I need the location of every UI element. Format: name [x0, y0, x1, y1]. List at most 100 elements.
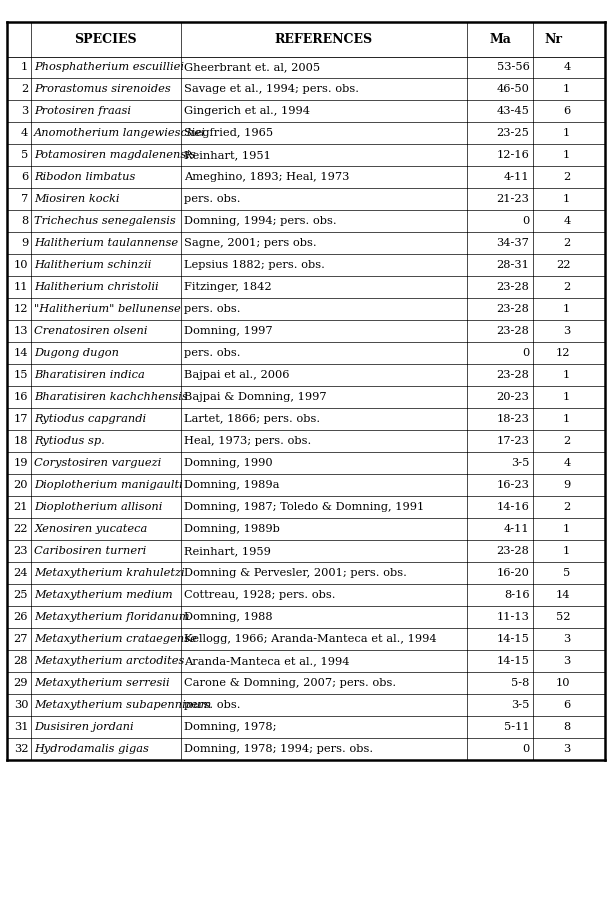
- Text: Reinhart, 1951: Reinhart, 1951: [184, 151, 271, 161]
- Text: 21: 21: [13, 502, 28, 512]
- Text: pers. obs.: pers. obs.: [184, 304, 241, 314]
- Text: 14: 14: [13, 348, 28, 358]
- Text: 3: 3: [21, 107, 28, 117]
- Text: 2: 2: [563, 239, 570, 248]
- Text: 4: 4: [563, 63, 570, 73]
- Text: 52: 52: [556, 612, 570, 622]
- Text: Lartet, 1866; pers. obs.: Lartet, 1866; pers. obs.: [184, 414, 320, 424]
- Text: Sagne, 2001; pers obs.: Sagne, 2001; pers obs.: [184, 239, 317, 248]
- Text: 9: 9: [21, 239, 28, 248]
- Text: 1: 1: [563, 195, 570, 205]
- Text: Lepsius 1882; pers. obs.: Lepsius 1882; pers. obs.: [184, 260, 325, 270]
- Text: 28: 28: [13, 656, 28, 666]
- Text: 2: 2: [563, 283, 570, 292]
- Text: 20: 20: [13, 480, 28, 490]
- Text: pers. obs.: pers. obs.: [184, 700, 241, 710]
- Text: Potamosiren magdalenensis: Potamosiren magdalenensis: [34, 151, 196, 161]
- Text: 2: 2: [563, 172, 570, 182]
- Text: Gingerich et al., 1994: Gingerich et al., 1994: [184, 107, 310, 117]
- Text: 1: 1: [563, 370, 570, 380]
- Text: Metaxytherium serresii: Metaxytherium serresii: [34, 678, 170, 688]
- Text: 5-11: 5-11: [504, 722, 529, 732]
- Text: Metaxytherium crataegense: Metaxytherium crataegense: [34, 634, 197, 644]
- Text: Carone & Domning, 2007; pers. obs.: Carone & Domning, 2007; pers. obs.: [184, 678, 397, 688]
- Text: 7: 7: [21, 195, 28, 205]
- Text: Dugong dugon: Dugong dugon: [34, 348, 119, 358]
- Text: 8: 8: [21, 216, 28, 226]
- Text: 9: 9: [563, 480, 570, 490]
- Text: Miosiren kocki: Miosiren kocki: [34, 195, 120, 205]
- Text: 6: 6: [563, 700, 570, 710]
- Text: 24: 24: [13, 568, 28, 578]
- Text: Domning, 1987; Toledo & Domning, 1991: Domning, 1987; Toledo & Domning, 1991: [184, 502, 425, 512]
- Text: 23-28: 23-28: [496, 327, 529, 336]
- Text: 28-31: 28-31: [496, 260, 529, 270]
- Text: Savage et al., 1994; pers. obs.: Savage et al., 1994; pers. obs.: [184, 84, 359, 94]
- Text: 1: 1: [563, 128, 570, 138]
- Text: Halitherium schinzii: Halitherium schinzii: [34, 260, 152, 270]
- Text: Prorastomus sirenoides: Prorastomus sirenoides: [34, 84, 171, 94]
- Text: Bharatisiren indica: Bharatisiren indica: [34, 370, 145, 380]
- Text: Ribodon limbatus: Ribodon limbatus: [34, 172, 136, 182]
- Text: 43-45: 43-45: [496, 107, 529, 117]
- Text: Kellogg, 1966; Aranda-Manteca et al., 1994: Kellogg, 1966; Aranda-Manteca et al., 19…: [184, 634, 437, 644]
- Text: Rytiodus capgrandi: Rytiodus capgrandi: [34, 414, 146, 424]
- Text: Metaxytherium subapenninum: Metaxytherium subapenninum: [34, 700, 212, 710]
- Text: Domning, 1989a: Domning, 1989a: [184, 480, 280, 490]
- Text: 1: 1: [563, 151, 570, 161]
- Text: 27: 27: [13, 634, 28, 644]
- Text: 25: 25: [13, 590, 28, 600]
- Text: Reinhart, 1959: Reinhart, 1959: [184, 546, 271, 556]
- Text: 4-11: 4-11: [504, 172, 529, 182]
- Text: 14: 14: [556, 590, 570, 600]
- Text: 1: 1: [21, 63, 28, 73]
- Text: 14-15: 14-15: [496, 634, 529, 644]
- Text: 4: 4: [563, 216, 570, 226]
- Text: 29: 29: [13, 678, 28, 688]
- Text: 1: 1: [563, 546, 570, 556]
- Text: pers. obs.: pers. obs.: [184, 348, 241, 358]
- Text: "Halitherium" bellunense: "Halitherium" bellunense: [34, 304, 181, 314]
- Text: 23-28: 23-28: [496, 370, 529, 380]
- Text: Xenosiren yucateca: Xenosiren yucateca: [34, 524, 147, 534]
- Text: 16: 16: [13, 392, 28, 402]
- Text: Cottreau, 1928; pers. obs.: Cottreau, 1928; pers. obs.: [184, 590, 336, 600]
- Text: 22: 22: [13, 524, 28, 534]
- Text: 0: 0: [522, 216, 529, 226]
- Text: Dioplotherium allisoni: Dioplotherium allisoni: [34, 502, 163, 512]
- Text: Aranda-Manteca et al., 1994: Aranda-Manteca et al., 1994: [184, 656, 349, 666]
- Text: 1: 1: [563, 304, 570, 314]
- Text: 26: 26: [13, 612, 28, 622]
- Text: Domning & Pervesler, 2001; pers. obs.: Domning & Pervesler, 2001; pers. obs.: [184, 568, 407, 578]
- Text: 3-5: 3-5: [511, 700, 529, 710]
- Text: Caribosiren turneri: Caribosiren turneri: [34, 546, 146, 556]
- Text: 16-23: 16-23: [496, 480, 529, 490]
- Text: Hydrodamalis gigas: Hydrodamalis gigas: [34, 744, 149, 753]
- Text: 12-16: 12-16: [496, 151, 529, 161]
- Text: 5: 5: [563, 568, 570, 578]
- Text: 15: 15: [13, 370, 28, 380]
- Text: 17-23: 17-23: [496, 436, 529, 446]
- Text: 4: 4: [563, 458, 570, 468]
- Text: Bajpai et al., 2006: Bajpai et al., 2006: [184, 370, 289, 380]
- Text: SPECIES: SPECIES: [74, 33, 137, 46]
- Text: 23-28: 23-28: [496, 304, 529, 314]
- Text: Dioplotherium manigaulti: Dioplotherium manigaulti: [34, 480, 183, 490]
- Text: 32: 32: [13, 744, 28, 753]
- Text: 0: 0: [522, 744, 529, 753]
- Text: REFERENCES: REFERENCES: [275, 33, 373, 46]
- Text: 13: 13: [13, 327, 28, 336]
- Text: 11: 11: [13, 283, 28, 292]
- Text: 1: 1: [563, 84, 570, 94]
- Text: 8-16: 8-16: [504, 590, 529, 600]
- Text: 6: 6: [21, 172, 28, 182]
- Text: Domning, 1978;: Domning, 1978;: [184, 722, 277, 732]
- Text: Bajpai & Domning, 1997: Bajpai & Domning, 1997: [184, 392, 327, 402]
- Text: Siegfried, 1965: Siegfried, 1965: [184, 128, 274, 138]
- Text: Dusisiren jordani: Dusisiren jordani: [34, 722, 134, 732]
- Text: 34-37: 34-37: [496, 239, 529, 248]
- Text: 3: 3: [563, 744, 570, 753]
- Text: 14-16: 14-16: [496, 502, 529, 512]
- Text: Domning, 1990: Domning, 1990: [184, 458, 273, 468]
- Text: 18-23: 18-23: [496, 414, 529, 424]
